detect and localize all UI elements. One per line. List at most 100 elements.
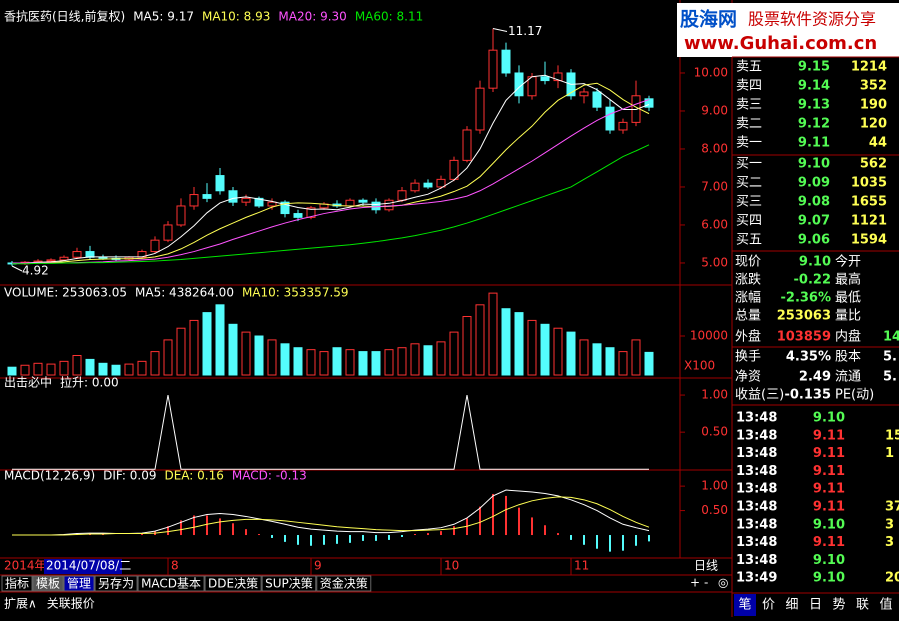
legend-text: MA10: 353357.59 [242, 286, 349, 300]
side-tab[interactable]: 价 [762, 598, 775, 613]
tab[interactable]: 资金决策 [316, 575, 372, 592]
volume-bar [527, 319, 537, 376]
tab[interactable]: MACD基本 [137, 575, 205, 592]
tab[interactable]: DDE决策 [204, 575, 262, 592]
tick-time: 13:48 [736, 500, 777, 515]
legend-text: DEA: 0.16 [164, 469, 223, 483]
side-tab-bg[interactable] [734, 594, 756, 616]
quote-value: -0.135 [784, 388, 831, 403]
quote-label: 最高 [835, 272, 861, 288]
tab[interactable]: 管理 [63, 575, 95, 592]
tick-price: 9.10 [813, 517, 845, 532]
quote-label: 外盘 [735, 329, 761, 345]
volume-bar [254, 335, 264, 376]
side-tab-bg[interactable] [875, 594, 897, 616]
macd-bar [349, 535, 351, 543]
tab-label: SUP决策 [265, 577, 313, 591]
bottom-button[interactable]: 关联报价 [47, 596, 95, 611]
macd-bar [427, 533, 429, 536]
quote-value: 149 [883, 330, 899, 345]
macd-bar [609, 535, 611, 552]
candle-body [241, 197, 251, 203]
side-tab-bg[interactable] [781, 594, 803, 616]
macd-bar [336, 535, 338, 544]
candle-body [618, 121, 628, 131]
side-tab-bg[interactable] [851, 594, 874, 616]
candle-body [605, 106, 615, 131]
volume-bar [215, 304, 225, 376]
candle-body [150, 239, 160, 253]
tick-time: 13:48 [736, 446, 777, 461]
book-price: 9.12 [798, 117, 830, 132]
tick-price: 9.11 [813, 428, 845, 443]
candle-body [475, 87, 485, 131]
candle-body [592, 91, 602, 108]
y-tick-label: 1.00 [701, 388, 728, 402]
quote-label: 最低 [835, 291, 861, 306]
tab-bg [32, 575, 64, 592]
date-cursor-bg [44, 559, 122, 574]
volume-bar [644, 351, 654, 376]
macd-bar [401, 535, 403, 537]
volume-bar [592, 343, 602, 376]
book-label: 买二 [736, 176, 762, 191]
tab-bg [1, 575, 33, 592]
y-tick-label: 10000 [690, 329, 728, 343]
high-pointer [492, 28, 508, 33]
book-label: 买四 [736, 214, 762, 229]
tick-time: 13:48 [736, 517, 777, 532]
book-volume: 1214 [851, 60, 887, 75]
side-tab-bg[interactable] [828, 594, 850, 616]
volume-bar [163, 339, 173, 376]
tick-time: 13:48 [736, 535, 777, 550]
macd-bar [323, 535, 325, 545]
tab[interactable]: SUP决策 [261, 575, 317, 592]
low-label: 4.92 [22, 264, 49, 278]
x-tick-label: 10 [444, 559, 459, 573]
side-tab[interactable]: 日 [809, 598, 822, 613]
side-tab[interactable]: 笔 [738, 597, 751, 613]
candle-body [384, 199, 394, 211]
tab[interactable]: 模板 [32, 575, 64, 592]
nav-button[interactable]: - [704, 576, 708, 590]
quote-label: 股本 [835, 350, 861, 365]
book-volume: 1035 [851, 176, 887, 191]
side-tab[interactable]: 联 [856, 598, 869, 613]
tick-price: 9.10 [813, 571, 845, 586]
macd-bar [440, 531, 442, 536]
macd-bar [492, 493, 494, 536]
candle-body [449, 159, 459, 180]
book-volume: 120 [860, 117, 887, 132]
tab[interactable]: 指标 [1, 575, 33, 592]
book-volume: 352 [860, 79, 887, 94]
side-tab-bg[interactable] [804, 594, 827, 616]
side-tab[interactable]: 细 [785, 598, 798, 613]
side-tab[interactable]: 值 [879, 597, 892, 613]
legend-text: VOLUME: 253063.05 [4, 286, 127, 300]
ma-line [12, 144, 650, 265]
tab-label: 管理 [67, 576, 91, 591]
nav-button[interactable]: ◎ [718, 576, 728, 590]
volume-bar [449, 331, 459, 376]
book-label: 卖一 [736, 136, 762, 151]
macd-bar [479, 506, 481, 536]
side-tab[interactable]: 势 [832, 597, 845, 613]
volume-bar [514, 312, 524, 376]
legend-text: MA20: 9.30 [278, 10, 346, 24]
tab-bg [137, 575, 205, 592]
side-tab-bg[interactable] [757, 594, 780, 616]
macd-bar [648, 535, 650, 542]
candle-body [553, 72, 563, 82]
volume-bar [540, 323, 550, 376]
tick-time: 13:48 [736, 464, 777, 479]
volume-bar [72, 355, 82, 376]
tab[interactable]: 另存为 [94, 575, 138, 592]
quote-label: 换手 [735, 350, 761, 365]
bottom-button[interactable]: 扩展∧ [4, 597, 37, 611]
quote-value: -2.36% [781, 291, 832, 306]
nav-button[interactable]: + [690, 576, 700, 590]
macd-line [12, 496, 650, 536]
book-volume: 44 [869, 136, 887, 151]
book-price: 9.13 [798, 98, 830, 113]
